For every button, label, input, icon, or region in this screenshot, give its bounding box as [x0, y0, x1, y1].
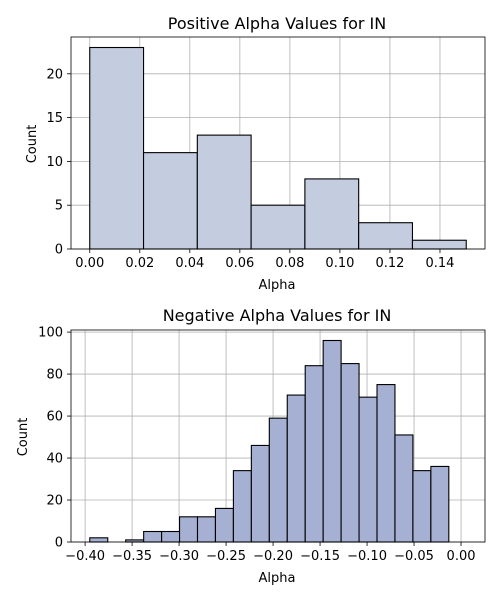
y-tick-label: 100 — [38, 326, 63, 341]
histogram-bar — [304, 178, 360, 250]
histogram-bar — [376, 384, 396, 543]
plot-frame — [70, 329, 486, 543]
histogram-bar — [196, 516, 217, 543]
histogram-bar — [196, 134, 252, 250]
histogram-bar — [358, 396, 378, 543]
y-tick-label: 20 — [46, 494, 63, 509]
x-tick-label: −0.40 — [65, 549, 105, 564]
y-tick-label: 60 — [46, 410, 63, 425]
histogram-bar — [412, 470, 432, 543]
x-tick-label: −0.35 — [112, 549, 152, 564]
y-tick-label: 0 — [55, 243, 63, 258]
x-tick-label: −0.10 — [347, 549, 387, 564]
x-tick-label: 0.00 — [75, 256, 104, 271]
y-tick-label: 0 — [55, 536, 63, 551]
histogram-bar — [179, 516, 199, 543]
x-tick-label: −0.25 — [206, 549, 246, 564]
x-tick-label: 0.14 — [425, 256, 454, 271]
x-tick-label: −0.20 — [253, 549, 293, 564]
x-tick-label: 0.10 — [325, 256, 354, 271]
x-tick-label: 0.12 — [375, 256, 404, 271]
histogram-bar — [143, 530, 163, 543]
y-tick-label: 80 — [46, 368, 63, 383]
x-axis-label: Alpha — [259, 278, 296, 293]
histogram-bar — [89, 537, 109, 543]
x-tick-label: −0.05 — [394, 549, 434, 564]
y-tick-label: 20 — [46, 67, 63, 82]
chart-title: Negative Alpha Values for IN — [163, 306, 392, 325]
positive-alpha-panel: Positive Alpha Values for IN Alpha Count… — [25, 14, 486, 293]
histogram-bar — [232, 470, 252, 543]
histogram-bar — [340, 363, 360, 543]
histogram-bar — [214, 507, 234, 543]
histogram-bar — [430, 465, 450, 543]
histogram-bar — [268, 417, 288, 543]
histogram-bar — [89, 46, 145, 250]
histogram-bar — [411, 239, 467, 250]
y-axis-label: Count — [25, 125, 40, 164]
x-tick-label: −0.15 — [300, 549, 340, 564]
x-tick-label: 0.02 — [125, 256, 154, 271]
x-axis-label: Alpha — [259, 571, 296, 586]
histogram-bar — [394, 434, 414, 543]
histogram-bar — [304, 365, 324, 543]
histogram-bar — [286, 394, 306, 543]
x-tick-label: −0.30 — [159, 549, 199, 564]
x-tick-label: 0.06 — [225, 256, 254, 271]
y-tick-label: 15 — [46, 111, 63, 126]
x-tick-label: 0.00 — [447, 549, 476, 564]
histogram-bar — [358, 222, 414, 250]
histogram-bar — [161, 530, 181, 543]
y-axis-label: Count — [16, 418, 31, 457]
chart-title: Positive Alpha Values for IN — [168, 14, 386, 33]
histogram-bar — [142, 152, 198, 250]
plot-frame — [70, 36, 486, 250]
x-tick-label: 0.04 — [175, 256, 204, 271]
histogram-bar — [322, 339, 342, 543]
x-tick-label: 0.08 — [275, 256, 304, 271]
y-tick-label: 5 — [55, 199, 63, 214]
histogram-bar — [250, 204, 306, 250]
negative-alpha-panel: Negative Alpha Values for IN Alpha Count… — [16, 306, 486, 586]
y-tick-label: 40 — [46, 452, 63, 467]
histogram-bar — [250, 444, 270, 543]
y-tick-label: 10 — [46, 155, 63, 170]
